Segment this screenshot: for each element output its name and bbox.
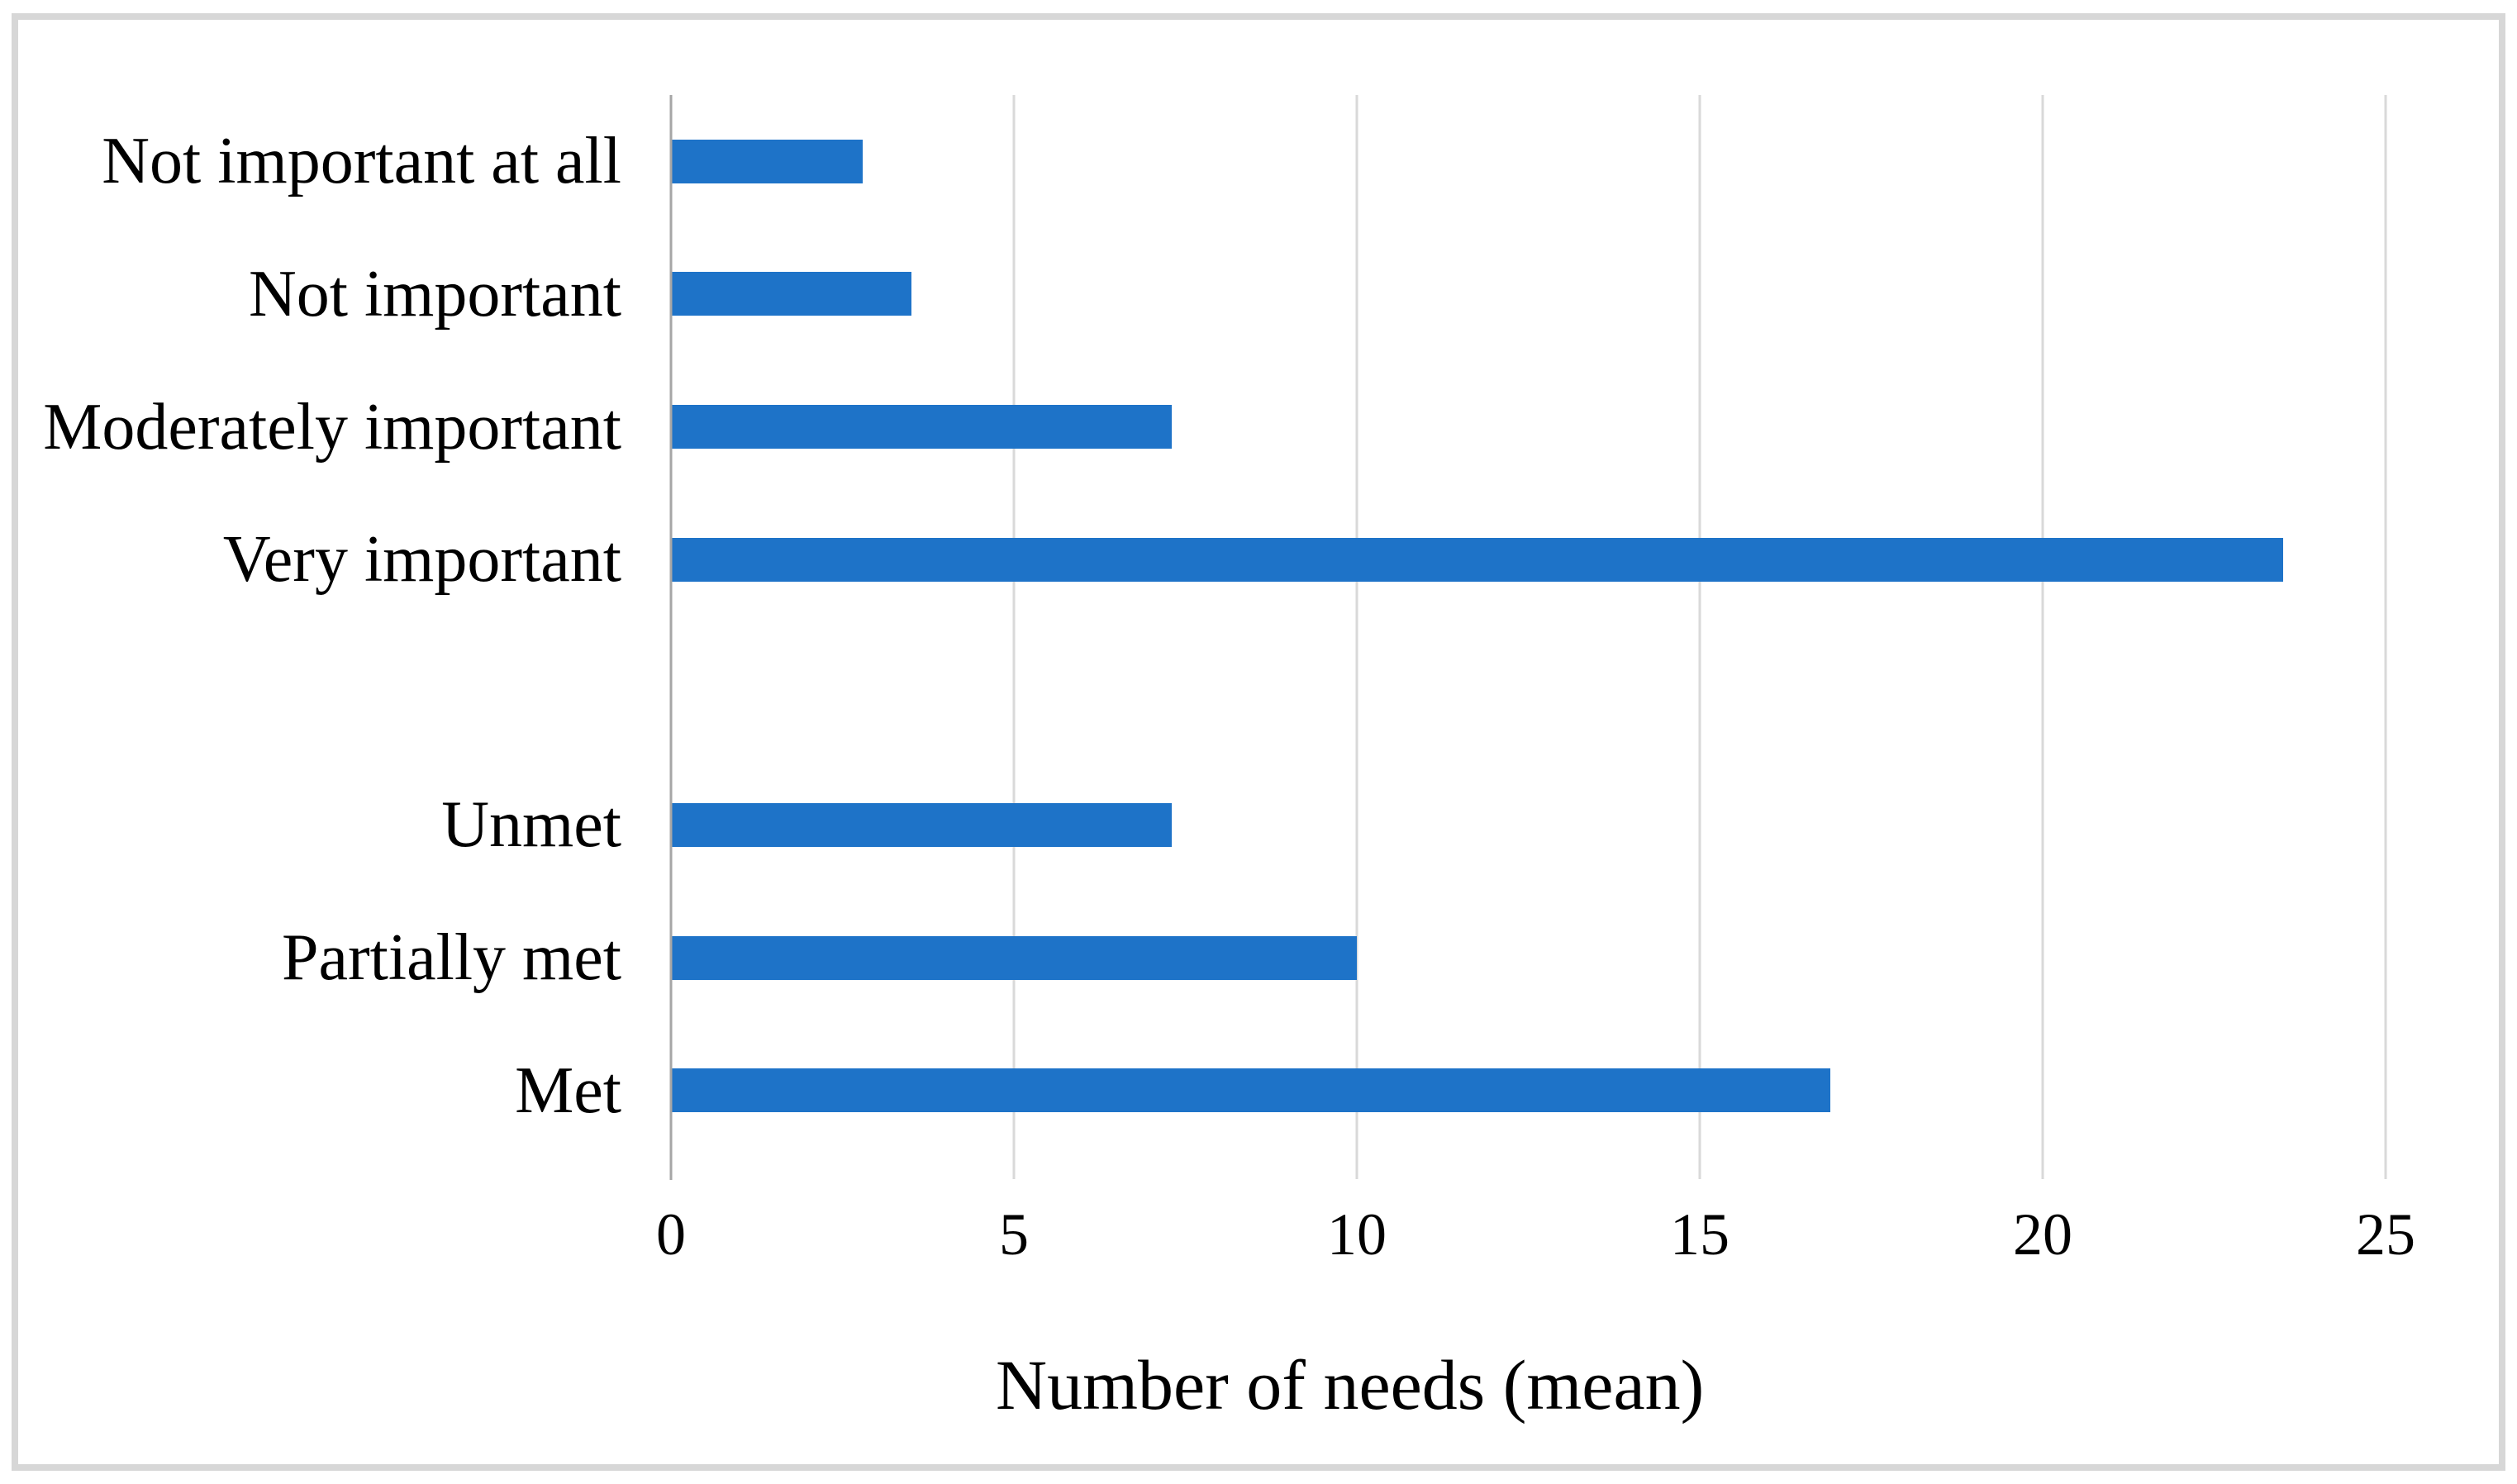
bar — [671, 272, 911, 316]
bar — [671, 139, 864, 183]
category-label: Not important — [248, 257, 621, 331]
x-tick-label: 10 — [1327, 1201, 1387, 1268]
gridline-5 — [1012, 95, 1016, 1157]
bar — [671, 405, 1172, 449]
chart-frame-border — [12, 13, 2505, 1471]
x-tick-label: 20 — [2013, 1201, 2072, 1268]
x-tick-label: 0 — [656, 1201, 686, 1268]
gridline-20 — [2041, 95, 2044, 1157]
x-tick-mark — [2041, 1157, 2044, 1179]
value-axis-line — [669, 95, 673, 1180]
bar — [671, 1068, 1830, 1113]
x-tick-mark — [1698, 1157, 1701, 1179]
plot-area — [671, 95, 2387, 1157]
x-tick-label: 5 — [999, 1201, 1029, 1268]
x-axis-title: Number of needs (mean) — [996, 1345, 1705, 1425]
bar — [671, 537, 2283, 582]
category-label: Met — [515, 1054, 621, 1127]
bar — [671, 935, 1357, 980]
category-label: Very important — [222, 523, 621, 597]
x-tick-mark — [669, 1157, 673, 1179]
x-tick-mark — [1012, 1157, 1016, 1179]
gridline-15 — [1698, 95, 1701, 1157]
bar — [671, 802, 1172, 847]
category-label: Moderately important — [43, 390, 621, 464]
x-tick-label: 25 — [2356, 1201, 2415, 1268]
category-label: Not important at all — [102, 125, 621, 198]
x-tick-label: 15 — [1670, 1201, 1730, 1268]
gridline-25 — [2384, 95, 2387, 1157]
category-label: Unmet — [441, 788, 621, 862]
x-tick-mark — [1355, 1157, 1358, 1179]
gridline-10 — [1355, 95, 1358, 1157]
category-label: Partially met — [281, 921, 621, 995]
x-tick-mark — [2384, 1157, 2387, 1179]
